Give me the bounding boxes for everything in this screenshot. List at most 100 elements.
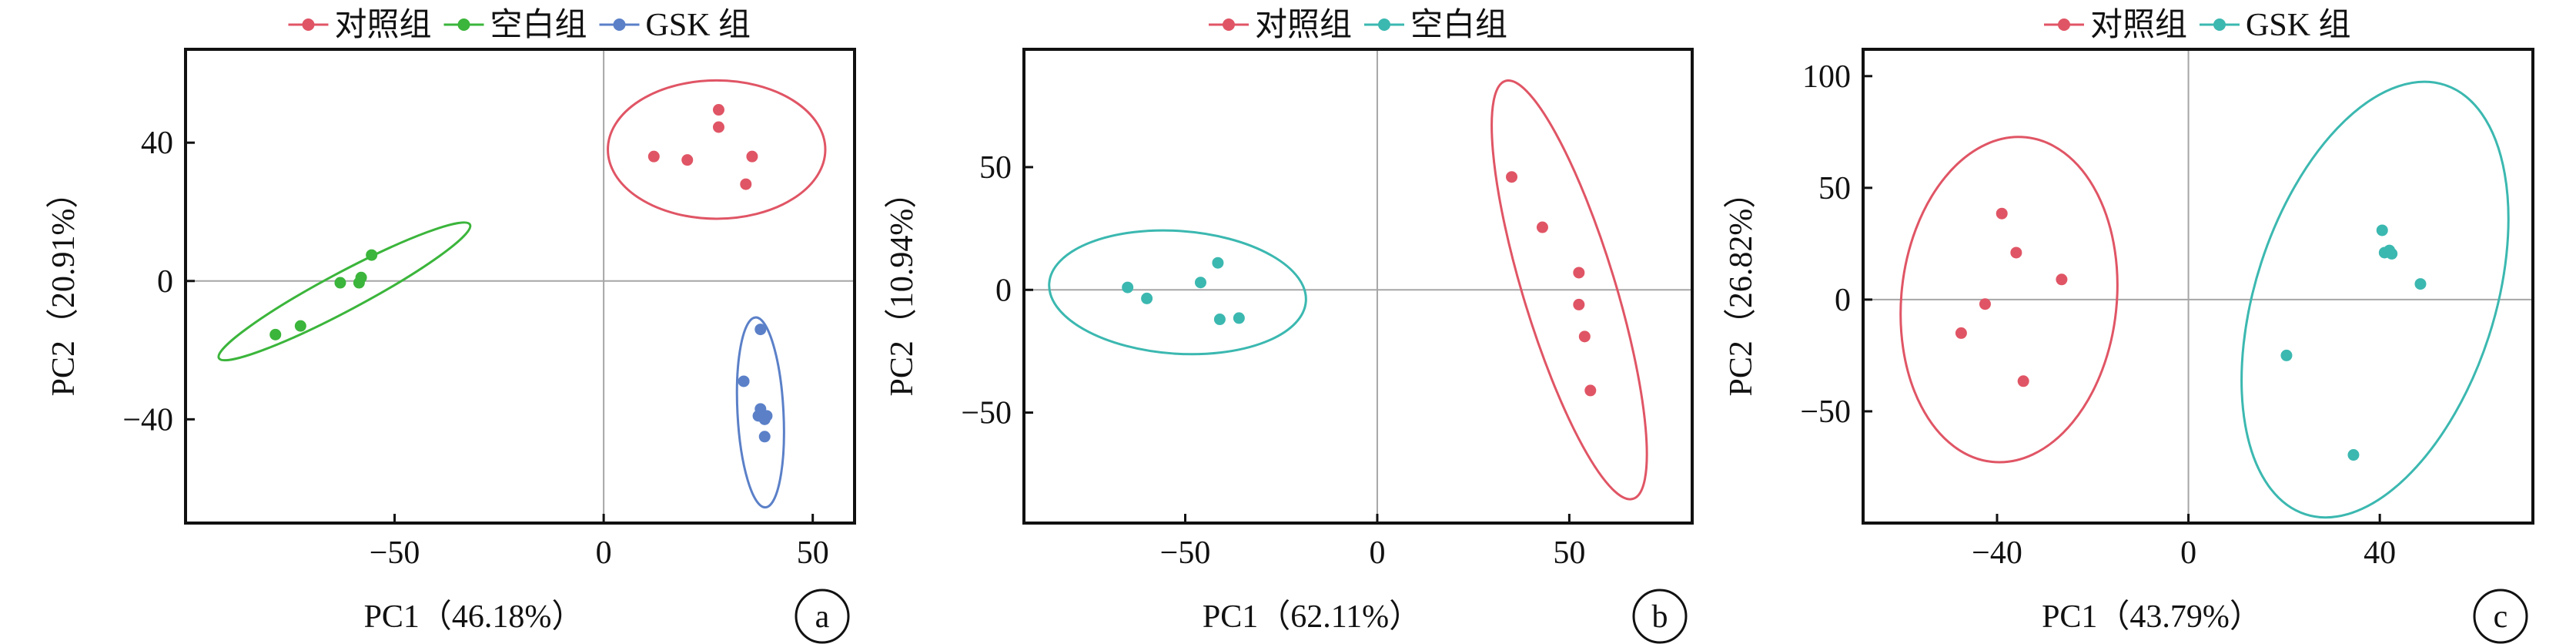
y-axis-label: PC2（20.91%）: [46, 176, 82, 397]
panel-badge-label: c: [2494, 599, 2508, 635]
data-point: [746, 150, 758, 163]
data-point: [334, 277, 346, 289]
legend: 对照组 空白组 GSK 组: [288, 7, 751, 43]
data-point: [2017, 375, 2029, 387]
data-point: [712, 121, 724, 133]
legend-label: 对照组: [335, 8, 432, 43]
x-tick-label: 0: [596, 535, 612, 571]
data-point: [2056, 273, 2068, 286]
y-tick-label: 0: [1835, 283, 1851, 318]
confidence-ellipse: [607, 79, 827, 220]
y-tick-label: −50: [961, 396, 1012, 431]
x-tick-label: 50: [1553, 535, 1585, 571]
x-tick-label: 50: [797, 535, 829, 571]
legend-marker: [1223, 18, 1235, 31]
panel-c: −40 0 40 −50 0 50 100 PC1（43.79%） PC2（26.82%） c 对照…: [1724, 8, 2534, 644]
legend-label: 对照组: [1255, 8, 1352, 43]
y-tick-label: 0: [995, 273, 1012, 308]
data-point: [294, 320, 306, 332]
confidence-ellipse: [1490, 79, 1648, 501]
data-point: [647, 150, 660, 163]
plot-frame: [1022, 48, 1694, 525]
y-tick-label: 50: [1818, 171, 1851, 206]
data-point: [761, 410, 773, 422]
data-point: [2010, 247, 2022, 259]
confidence-ellipse: [2240, 80, 2510, 519]
data-point: [269, 328, 282, 340]
panel-badge-label: b: [1652, 599, 1668, 635]
legend-label: 空白组: [490, 7, 587, 43]
legend-marker: [613, 18, 626, 31]
data-point: [740, 178, 752, 190]
data-point: [1573, 267, 1585, 279]
plot-frame: [184, 48, 856, 525]
data-point: [1506, 171, 1518, 183]
data-point: [2414, 278, 2427, 290]
confidence-ellipse: [217, 221, 472, 362]
x-tick-label: −40: [1972, 535, 2022, 571]
data-point: [1536, 221, 1548, 233]
y-tick-label: 100: [1802, 59, 1851, 95]
legend-marker: [1378, 18, 1390, 31]
data-point: [1573, 298, 1585, 310]
data-point: [754, 324, 767, 336]
y-tick-label: 50: [979, 150, 1012, 186]
data-point: [738, 375, 750, 387]
y-axis-label: PC2（10.94%）: [885, 176, 920, 397]
plot-frame: [1862, 48, 2534, 525]
legend-marker: [2213, 18, 2226, 31]
data-point: [1584, 384, 1597, 397]
confidence-ellipse: [1899, 136, 2119, 464]
panel-badge-label: a: [815, 599, 830, 635]
x-tick-label: 40: [2364, 535, 2396, 571]
legend-marker: [302, 18, 315, 31]
x-tick-label: −50: [370, 535, 420, 571]
x-tick-label: 0: [1369, 535, 1385, 571]
x-tick-label: −50: [1160, 535, 1211, 571]
y-tick-label: −50: [1800, 394, 1851, 430]
confidence-ellipse: [1048, 229, 1307, 356]
legend-marker: [2058, 18, 2070, 31]
panel-badge: [795, 589, 850, 644]
data-point: [2347, 449, 2360, 461]
confidence-ellipse: [735, 316, 785, 509]
data-point: [366, 249, 378, 261]
data-point: [2386, 247, 2398, 260]
x-axis-label: PC1（46.18%）: [364, 599, 584, 635]
panel-a: −50 0 50 −40 0 40 PC1（46.18%） PC2（20.91%） a 对照组 空白…: [46, 7, 856, 644]
x-tick-label: 0: [2180, 535, 2196, 571]
data-point: [355, 271, 367, 283]
data-point: [1578, 330, 1591, 343]
legend-label: 对照组: [2090, 8, 2187, 43]
data-point: [1194, 277, 1206, 289]
data-point: [2376, 224, 2388, 236]
data-point: [758, 431, 771, 443]
data-point: [681, 154, 694, 166]
x-axis-label: PC1（62.11%）: [1203, 599, 1421, 635]
ellipse-layer: [1899, 80, 2510, 519]
panel-badge: [2473, 589, 2528, 644]
legend-marker: [457, 18, 470, 31]
data-point: [1233, 312, 1245, 324]
legend-label: GSK 组: [646, 8, 751, 43]
data-point: [1979, 298, 1991, 310]
data-point: [1213, 314, 1226, 326]
y-tick-label: −40: [122, 402, 173, 438]
y-tick-label: 0: [157, 264, 173, 300]
data-point: [1141, 292, 1153, 304]
data-point: [1212, 257, 1224, 269]
panel-b: −50 0 50 −50 0 50 PC1（62.11%） PC2（10.94%） b 对照组 空白…: [885, 7, 1694, 644]
y-axis-label: PC2（26.82%）: [1724, 176, 1759, 397]
data-point: [2280, 349, 2293, 361]
data-point: [712, 104, 724, 116]
legend: 对照组 GSK 组: [2044, 8, 2351, 43]
panel-badge: [1632, 589, 1688, 644]
y-tick-label: 40: [141, 126, 173, 161]
ellipse-layer: [1048, 79, 1648, 501]
data-point: [1996, 207, 2008, 220]
ellipse-layer: [217, 79, 827, 509]
data-point: [1955, 327, 1967, 339]
data-point: [1122, 281, 1134, 293]
legend: 对照组 空白组: [1209, 7, 1507, 43]
